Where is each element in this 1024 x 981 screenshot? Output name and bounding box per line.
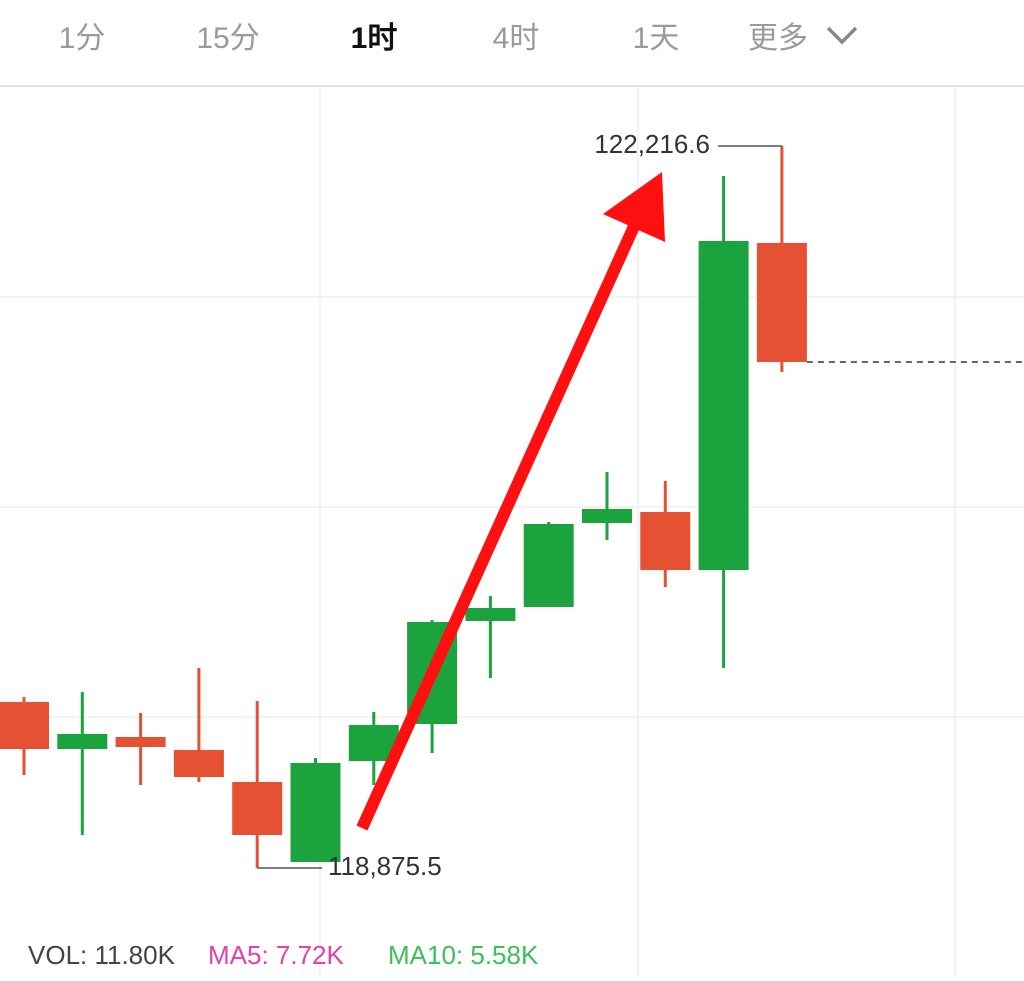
candle-body xyxy=(465,607,516,622)
candle-body xyxy=(57,734,108,749)
tab[interactable]: 4时 xyxy=(493,22,540,55)
candle-body xyxy=(173,749,224,778)
candle-body xyxy=(115,737,166,748)
arrow-shaft xyxy=(356,219,642,831)
max-label: 122,216.6 xyxy=(594,129,710,159)
candle-body xyxy=(290,763,341,862)
candle-body xyxy=(582,509,632,524)
trend-arrow xyxy=(356,172,665,831)
candle-body xyxy=(756,242,807,362)
tab[interactable]: 15分 xyxy=(196,22,259,55)
tab[interactable]: 1分 xyxy=(59,22,106,55)
min-label: 118,875.5 xyxy=(328,851,442,881)
tab[interactable]: 1时 xyxy=(351,22,398,55)
candle-body xyxy=(523,523,574,607)
indicator-label: MA10: 5.58K xyxy=(388,940,539,970)
indicator-label: VOL: 11.80K xyxy=(28,940,176,970)
tab[interactable]: 更多 xyxy=(748,22,808,55)
candle-body xyxy=(0,701,49,749)
tab[interactable]: 1天 xyxy=(633,22,680,55)
candles xyxy=(0,146,807,869)
candle-body xyxy=(232,781,283,836)
more-chevron[interactable] xyxy=(826,26,858,45)
candle-body xyxy=(698,240,749,571)
indicator-label: MA5: 7.72K xyxy=(208,940,345,970)
candle-body xyxy=(640,512,691,571)
arrow-head xyxy=(603,172,665,242)
